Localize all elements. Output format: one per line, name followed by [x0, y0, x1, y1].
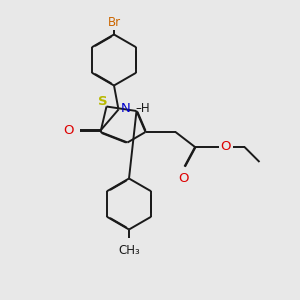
- Text: CH₃: CH₃: [118, 244, 140, 257]
- Text: S: S: [98, 95, 108, 109]
- Text: O: O: [178, 172, 188, 185]
- Text: O: O: [63, 124, 74, 137]
- Text: N: N: [121, 101, 131, 115]
- Text: Br: Br: [107, 16, 121, 29]
- Text: –H: –H: [135, 101, 150, 115]
- Text: O: O: [220, 140, 231, 154]
